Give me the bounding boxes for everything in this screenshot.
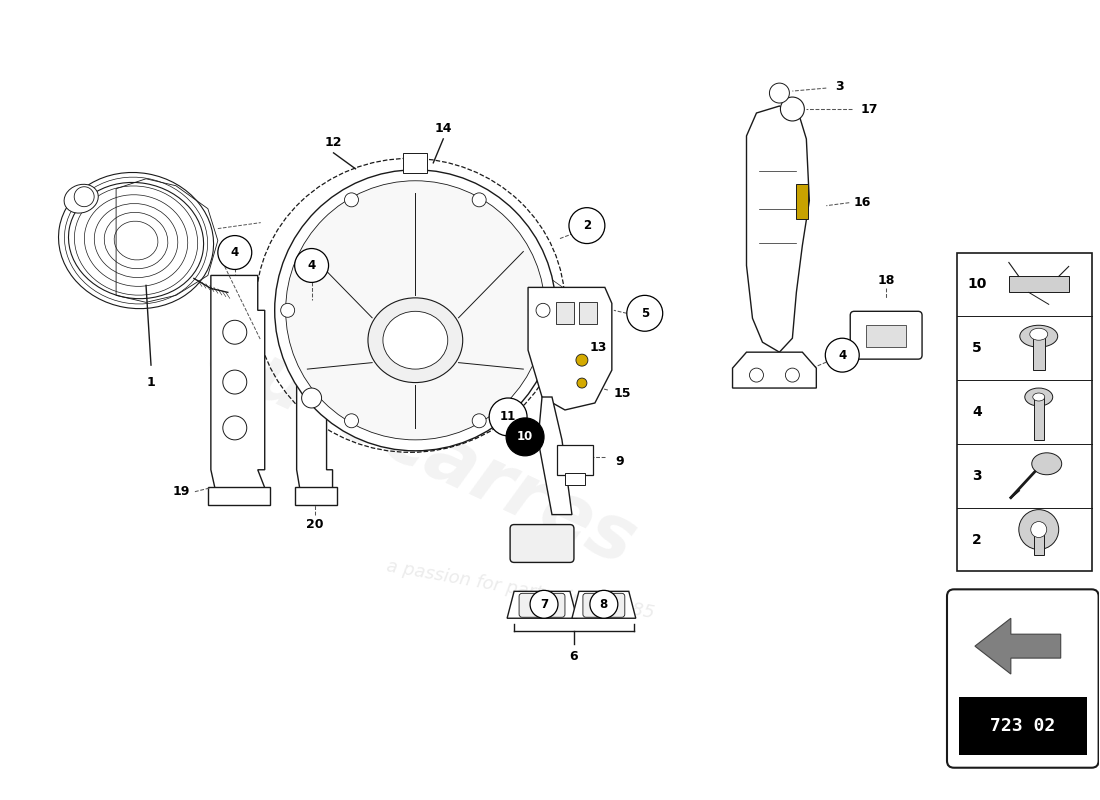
FancyBboxPatch shape (519, 594, 565, 618)
Circle shape (576, 378, 587, 388)
Polygon shape (747, 106, 810, 352)
FancyBboxPatch shape (583, 594, 625, 618)
Text: 10: 10 (517, 430, 534, 443)
Polygon shape (528, 287, 612, 410)
Circle shape (1019, 510, 1058, 550)
Polygon shape (733, 352, 816, 388)
Circle shape (472, 414, 486, 428)
Circle shape (223, 320, 246, 344)
Text: 4: 4 (308, 259, 316, 272)
Circle shape (506, 418, 544, 456)
Circle shape (825, 338, 859, 372)
Circle shape (74, 186, 95, 206)
Circle shape (780, 97, 804, 121)
Circle shape (590, 590, 618, 618)
Bar (404, 153, 427, 173)
Text: 17: 17 (860, 102, 878, 115)
Polygon shape (538, 397, 572, 514)
Circle shape (280, 303, 295, 318)
Bar (295, 486, 337, 505)
Circle shape (223, 370, 246, 394)
Circle shape (344, 193, 359, 207)
Text: 7: 7 (540, 598, 548, 610)
Text: eurocarres: eurocarres (194, 318, 647, 582)
Ellipse shape (275, 170, 556, 451)
Text: 6: 6 (570, 650, 579, 662)
Circle shape (295, 249, 329, 282)
Circle shape (785, 368, 800, 382)
Ellipse shape (58, 173, 213, 309)
Circle shape (627, 295, 662, 331)
Ellipse shape (286, 181, 544, 440)
Ellipse shape (1033, 393, 1045, 401)
Polygon shape (572, 591, 636, 618)
Text: 15: 15 (613, 386, 630, 399)
Bar (208, 486, 270, 505)
Circle shape (749, 368, 763, 382)
Circle shape (576, 354, 587, 366)
FancyBboxPatch shape (510, 525, 574, 562)
Ellipse shape (68, 182, 204, 298)
Polygon shape (297, 302, 332, 492)
Ellipse shape (64, 184, 98, 213)
Bar (866, 326, 906, 347)
Text: 1: 1 (146, 375, 155, 389)
Text: 19: 19 (173, 485, 189, 498)
Text: 20: 20 (306, 518, 323, 531)
Bar (1034, 530, 1044, 555)
Circle shape (490, 398, 527, 436)
Circle shape (223, 416, 246, 440)
Text: 10: 10 (967, 278, 987, 291)
Ellipse shape (383, 311, 448, 369)
Text: 2: 2 (972, 533, 982, 546)
Circle shape (769, 83, 790, 103)
Text: 11: 11 (500, 410, 516, 423)
Bar (579, 302, 597, 324)
Text: 12: 12 (324, 136, 342, 150)
Ellipse shape (1032, 453, 1062, 474)
Bar (959, 697, 1087, 754)
FancyBboxPatch shape (947, 590, 1099, 768)
Bar (565, 473, 585, 485)
Text: 16: 16 (854, 196, 871, 209)
Text: 18: 18 (878, 274, 894, 287)
Text: 4: 4 (231, 246, 239, 259)
Circle shape (472, 193, 486, 207)
Polygon shape (975, 618, 1060, 674)
Text: 4: 4 (972, 405, 982, 419)
Text: 5: 5 (972, 341, 982, 355)
Text: 2: 2 (583, 219, 591, 232)
Bar (1009, 277, 1069, 292)
Text: 4: 4 (838, 349, 846, 362)
Ellipse shape (1030, 328, 1047, 340)
Circle shape (218, 235, 252, 270)
Text: 14: 14 (434, 122, 452, 135)
Bar (1033, 336, 1045, 370)
Ellipse shape (1025, 388, 1053, 406)
Bar (557, 445, 593, 474)
Circle shape (530, 590, 558, 618)
Bar (796, 184, 808, 218)
Bar (957, 253, 1091, 571)
Circle shape (1031, 522, 1047, 538)
Text: 723 02: 723 02 (990, 717, 1055, 735)
Text: 5: 5 (640, 307, 649, 320)
Text: 3: 3 (835, 79, 844, 93)
Polygon shape (507, 591, 576, 618)
Ellipse shape (1020, 326, 1058, 347)
Circle shape (344, 414, 359, 428)
Text: 13: 13 (590, 341, 606, 354)
Bar (1034, 397, 1044, 440)
Circle shape (301, 388, 321, 408)
Text: 9: 9 (616, 455, 624, 468)
Text: 3: 3 (972, 469, 981, 482)
Circle shape (536, 303, 550, 318)
Ellipse shape (368, 298, 463, 382)
Bar (556, 302, 574, 324)
Text: a passion for parts since 1985: a passion for parts since 1985 (385, 557, 656, 622)
Polygon shape (211, 275, 265, 492)
Circle shape (569, 208, 605, 243)
Text: 8: 8 (600, 598, 608, 610)
FancyBboxPatch shape (850, 311, 922, 359)
